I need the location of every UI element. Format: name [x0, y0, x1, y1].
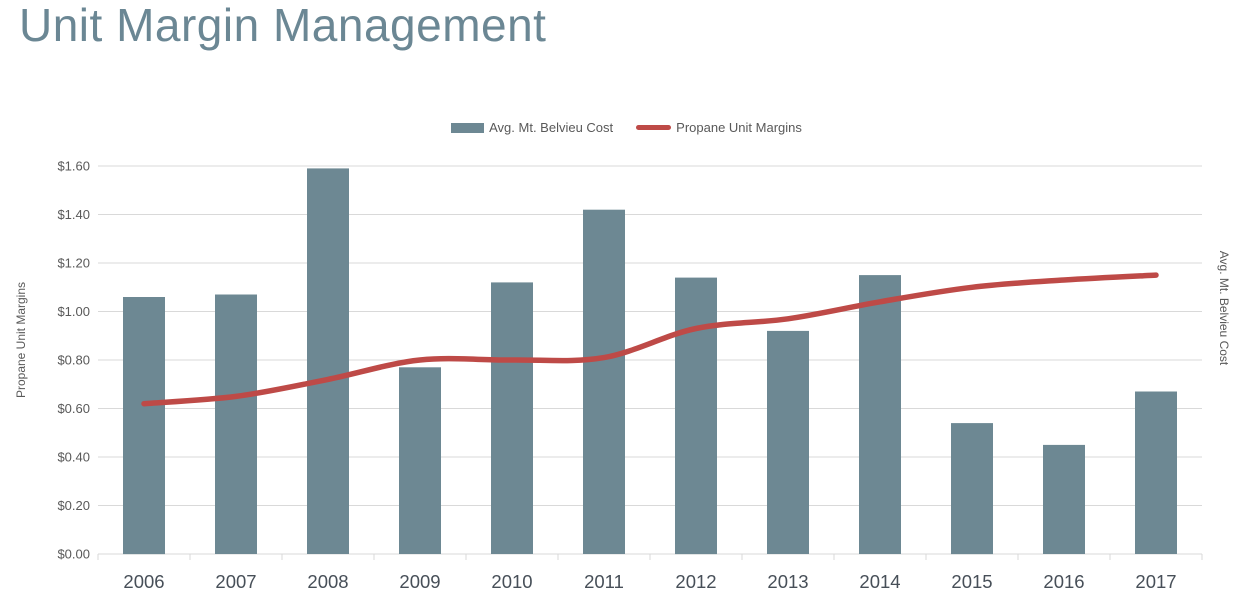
bar-2009	[399, 367, 441, 554]
propane-unit-margins-line	[141, 272, 1159, 407]
y-axis-tick-label: $1.00	[57, 304, 90, 319]
bar-series-swatch	[451, 122, 485, 133]
x-axis-label-2010: 2010	[491, 571, 532, 592]
legend-item-belvieu-cost: Avg. Mt. Belvieu Cost	[451, 120, 613, 135]
x-axis-label-2012: 2012	[675, 571, 716, 592]
x-axis-label-2011: 2011	[584, 571, 624, 592]
x-axis-label-2008: 2008	[307, 571, 348, 592]
x-axis-label-2007: 2007	[215, 571, 256, 592]
y-axis-tick-label: $1.20	[57, 256, 90, 271]
x-axis-label-2015: 2015	[951, 571, 992, 592]
y-axis-tick-label: $0.40	[57, 450, 90, 465]
x-axis-label-2017: 2017	[1135, 571, 1176, 592]
line-series-swatch	[636, 125, 672, 130]
x-axis-label-2016: 2016	[1043, 571, 1084, 592]
bar-2012	[675, 277, 717, 555]
bar-2011	[583, 209, 625, 554]
page-title: Unit Margin Management	[19, 0, 547, 51]
y-axis-tick-label: $0.20	[57, 498, 90, 513]
legend-label-propane-margins: Propane Unit Margins	[676, 120, 802, 135]
bar-2017	[1135, 391, 1177, 554]
x-axis-label-2013: 2013	[767, 571, 808, 592]
bar-2013	[767, 330, 809, 554]
bar-2008	[307, 168, 349, 554]
bar-2016	[1043, 444, 1085, 554]
chart-legend: Avg. Mt. Belvieu Cost Propane Unit Margi…	[14, 120, 1239, 135]
y-axis-tick-label: $1.60	[57, 159, 90, 174]
bar-2006	[123, 297, 165, 555]
y-axis-tick-label: $1.40	[57, 207, 90, 222]
x-axis-label-2009: 2009	[399, 571, 440, 592]
legend-item-propane-margins: Propane Unit Margins	[636, 120, 802, 135]
bar-2015	[951, 423, 993, 555]
bar-2014	[859, 275, 901, 554]
legend-label-belvieu-cost: Avg. Mt. Belvieu Cost	[489, 120, 614, 135]
bar-2007	[215, 294, 257, 554]
bar-2010	[491, 282, 533, 554]
y-axis-tick-label: $0.80	[57, 353, 90, 368]
x-axis-label-2006: 2006	[123, 571, 164, 592]
x-axis-label-2014: 2014	[859, 571, 900, 592]
y-axis-tick-label: $0.60	[57, 401, 90, 416]
y-axis-tick-label: $0.00	[57, 547, 90, 562]
